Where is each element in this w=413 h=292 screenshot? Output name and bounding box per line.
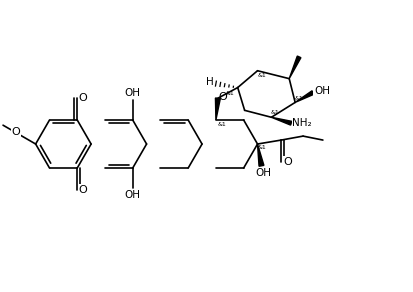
Text: &1: &1 <box>271 110 279 115</box>
Text: OH: OH <box>124 190 140 200</box>
Text: &1: &1 <box>225 91 234 96</box>
Text: O: O <box>283 157 292 167</box>
Text: O: O <box>218 92 227 102</box>
Text: &1: &1 <box>257 73 266 78</box>
Polygon shape <box>294 91 313 102</box>
Text: OH: OH <box>255 168 271 178</box>
Polygon shape <box>257 144 263 166</box>
Polygon shape <box>215 98 220 120</box>
Text: OH: OH <box>124 88 140 98</box>
Text: &1: &1 <box>294 96 303 101</box>
Text: H: H <box>206 77 214 87</box>
Polygon shape <box>289 56 300 79</box>
Text: OH: OH <box>313 86 329 95</box>
Text: NH₂: NH₂ <box>292 118 311 128</box>
Text: O: O <box>78 93 88 103</box>
Text: &1: &1 <box>257 145 266 150</box>
Text: O: O <box>78 185 88 195</box>
Text: O: O <box>12 127 20 137</box>
Text: &1: &1 <box>217 122 225 127</box>
Polygon shape <box>271 117 291 125</box>
